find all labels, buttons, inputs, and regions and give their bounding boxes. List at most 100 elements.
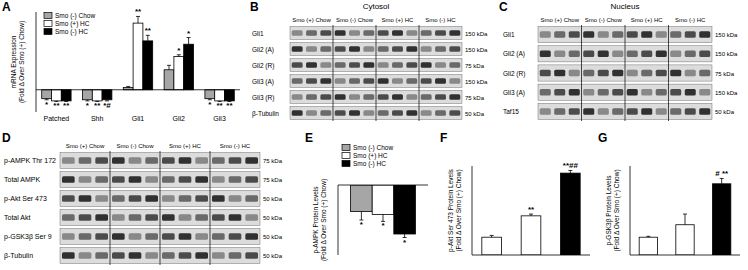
- error-cap: [167, 65, 171, 66]
- legend-swatch: [44, 21, 52, 27]
- blot-band: [656, 51, 667, 58]
- bar: [676, 225, 694, 255]
- blot-band: [129, 195, 142, 201]
- blot-band: [320, 46, 331, 51]
- bar: [215, 90, 225, 101]
- blot-band: [195, 252, 208, 258]
- blot-band: [95, 195, 108, 201]
- blot-row-label: Gli3 (A): [503, 89, 525, 97]
- blot-band: [392, 110, 403, 115]
- significance-mark: **: [63, 101, 70, 110]
- blot-band: [162, 176, 175, 182]
- blot-band: [699, 89, 710, 96]
- x-tick-label: Gli1: [132, 115, 145, 122]
- blot-band: [540, 51, 551, 58]
- blot-band: [435, 110, 446, 115]
- blot-band: [435, 78, 446, 83]
- blot-band: [320, 30, 331, 35]
- blot-kda-label: 150 kDa: [715, 51, 738, 57]
- blot-kda-label: 50 kDa: [263, 196, 283, 202]
- blot-band: [656, 70, 667, 77]
- significance-mark: **: [216, 101, 223, 110]
- bar: [61, 90, 71, 101]
- blot-band: [79, 214, 92, 220]
- blot-band: [421, 62, 432, 67]
- blot-band: [569, 70, 580, 77]
- blot-band: [641, 89, 652, 96]
- panel-letter: A: [2, 0, 11, 14]
- blot-title: Nucleus: [611, 2, 640, 11]
- blot-band: [129, 233, 142, 239]
- blot-title: Cytosol: [363, 2, 390, 11]
- blot-band: [363, 78, 374, 83]
- blot-band: [292, 30, 303, 35]
- error-stem: [147, 35, 148, 41]
- blot-band: [245, 252, 258, 258]
- blot-kda-label: 75 kDa: [263, 158, 283, 164]
- blot-band: [62, 176, 75, 182]
- zero-line: [630, 255, 740, 256]
- blot-band: [699, 108, 710, 115]
- legend-label: Smo (+) HC: [55, 20, 90, 28]
- blot-band: [145, 233, 158, 239]
- blot-band: [179, 214, 192, 220]
- blot-band: [378, 78, 389, 83]
- bar: [713, 184, 731, 255]
- lane-group-label: Smo (-) Chow: [585, 17, 623, 23]
- blot-band: [112, 252, 125, 258]
- bar: [92, 90, 102, 101]
- panel-letter: G: [598, 131, 607, 145]
- legend-label: Smo (+) HC: [353, 152, 388, 160]
- lane-group-label: Smo (+) HC: [631, 17, 664, 23]
- blot-band: [685, 31, 696, 38]
- blot-band: [670, 70, 681, 77]
- bar: [351, 185, 373, 212]
- legend-label: Smo (-) Chow: [55, 12, 95, 20]
- blot-band: [583, 31, 594, 38]
- blot-band: [583, 89, 594, 96]
- blot-band: [245, 176, 258, 182]
- x-tick-label: Gli3: [213, 115, 226, 122]
- y-axis-title-line: mRNA Expression: [10, 35, 18, 88]
- blot-band: [62, 252, 75, 258]
- error-stem: [169, 65, 170, 69]
- zero-line: [472, 255, 590, 256]
- blot-kda-label: 150 kDa: [715, 32, 738, 38]
- blot-band: [406, 94, 417, 99]
- blot-kda-label: 50 kDa: [465, 111, 485, 117]
- y-axis-title: p-AMPK Protein Levels(Fold Δ Over Smo (+…: [312, 179, 328, 261]
- blot-band: [656, 31, 667, 38]
- blot-band: [569, 89, 580, 96]
- blot-kda-label: 150 kDa: [465, 47, 488, 53]
- blot-band: [349, 62, 360, 67]
- zero-line: [36, 89, 240, 90]
- blot-band: [421, 110, 432, 115]
- blot-band: [612, 89, 623, 96]
- lane-group-label: Smo (-) Chow: [116, 143, 154, 149]
- error-cap: [683, 214, 687, 215]
- error-bar: [167, 65, 171, 69]
- blot-kda-label: 75 kDa: [263, 177, 283, 183]
- blot-band: [335, 110, 346, 115]
- blot-band: [145, 157, 158, 163]
- legend-label: Smo (-) Chow: [353, 144, 393, 152]
- y-axis: [630, 166, 631, 255]
- blot-band: [685, 108, 696, 115]
- panel-letter: E: [305, 131, 313, 145]
- blot-band: [292, 62, 303, 67]
- legend-label: Smo (-) HC: [353, 160, 386, 168]
- error-bar: [646, 236, 650, 238]
- y-axis: [36, 12, 37, 112]
- blot-band: [540, 108, 551, 115]
- blot-band: [685, 89, 696, 96]
- blot-band: [435, 94, 446, 99]
- blot-band: [540, 31, 551, 38]
- blot-band: [641, 70, 652, 77]
- blot-band: [685, 70, 696, 77]
- blot-band: [641, 108, 652, 115]
- blot-band: [363, 110, 374, 115]
- significance-mark: *: [403, 238, 407, 247]
- blot-kda-label: 50 kDa: [263, 253, 283, 259]
- blot-band: [292, 110, 303, 115]
- blot-band: [195, 157, 208, 163]
